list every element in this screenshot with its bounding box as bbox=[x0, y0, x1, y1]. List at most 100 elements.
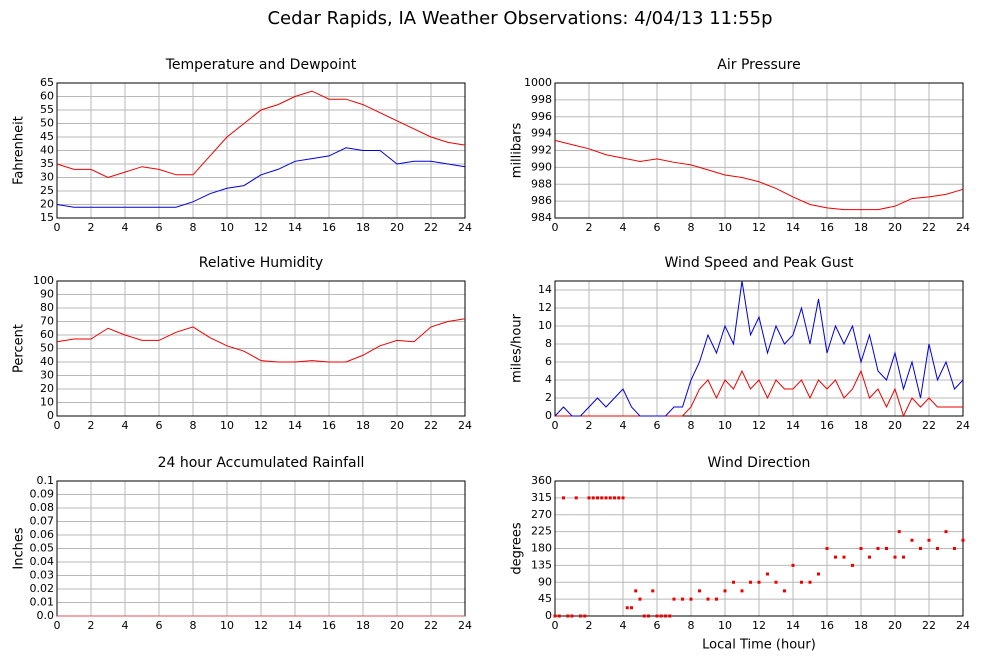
y-tick-label: 100 bbox=[33, 274, 54, 287]
y-tick-label: 0.03 bbox=[30, 569, 55, 582]
y-tick-label: 1000 bbox=[524, 76, 552, 89]
x-tick-label: 18 bbox=[356, 221, 370, 234]
x-tick-label: 18 bbox=[356, 419, 370, 432]
data-point bbox=[808, 580, 812, 584]
y-tick-label: 0.05 bbox=[30, 542, 55, 555]
data-point bbox=[842, 555, 846, 559]
x-tick-label: 0 bbox=[54, 619, 61, 632]
data-point bbox=[953, 547, 956, 550]
y-tick-label: 0.01 bbox=[30, 596, 55, 609]
panel-title: Air Pressure bbox=[717, 57, 800, 73]
data-point bbox=[689, 597, 693, 601]
x-tick-label: 18 bbox=[854, 419, 868, 432]
data-point bbox=[587, 496, 591, 500]
data-point bbox=[600, 496, 604, 500]
y-tick-label: 20 bbox=[40, 382, 54, 395]
x-tick-label: 10 bbox=[220, 221, 234, 234]
x-tick-label: 2 bbox=[88, 419, 95, 432]
x-tick-label: 10 bbox=[718, 419, 732, 432]
y-tick-label: 0 bbox=[47, 409, 54, 422]
x-tick-label: 2 bbox=[88, 221, 95, 234]
x-tick-label: 14 bbox=[288, 221, 302, 234]
data-point bbox=[634, 589, 638, 593]
x-tick-label: 10 bbox=[220, 419, 234, 432]
data-point bbox=[642, 614, 646, 618]
y-tick-label: 994 bbox=[531, 127, 552, 140]
y-tick-label: 45 bbox=[538, 592, 552, 605]
data-line bbox=[554, 280, 964, 417]
data-point bbox=[604, 496, 608, 500]
data-point bbox=[617, 496, 621, 500]
x-tick-label: 0 bbox=[54, 221, 61, 234]
y-axis-label: miles/hour bbox=[510, 313, 525, 382]
data-point bbox=[749, 580, 752, 584]
data-point bbox=[574, 496, 578, 500]
y-tick-label: 90 bbox=[40, 288, 54, 301]
x-tick-label: 18 bbox=[854, 619, 868, 632]
x-tick-label: 20 bbox=[390, 419, 404, 432]
y-tick-label: 270 bbox=[531, 508, 552, 521]
x-tick-label: 4 bbox=[122, 619, 129, 632]
data-point bbox=[608, 496, 612, 500]
y-tick-label: 986 bbox=[531, 194, 552, 207]
plot-frame bbox=[554, 480, 964, 617]
data-point bbox=[868, 555, 871, 559]
data-line bbox=[56, 318, 466, 363]
data-point bbox=[591, 496, 595, 500]
x-tick-label: 4 bbox=[620, 221, 627, 234]
x-tick-label: 6 bbox=[654, 419, 661, 432]
y-tick-label: 10 bbox=[538, 319, 552, 332]
y-tick-label: 8 bbox=[545, 337, 552, 350]
x-tick-label: 12 bbox=[254, 619, 268, 632]
data-point bbox=[566, 614, 570, 618]
plot-frame bbox=[56, 82, 466, 219]
x-tick-label: 22 bbox=[424, 221, 438, 234]
x-tick-label: 20 bbox=[390, 619, 404, 632]
data-point bbox=[766, 572, 769, 576]
y-tick-label: 996 bbox=[531, 110, 552, 123]
data-point bbox=[655, 614, 659, 618]
x-tick-label: 0 bbox=[552, 221, 559, 234]
y-tick-label: 0.0 bbox=[37, 609, 55, 622]
plot-frame bbox=[554, 280, 964, 417]
y-tick-label: 14 bbox=[538, 283, 552, 296]
x-tick-label: 24 bbox=[458, 619, 472, 632]
y-tick-label: 225 bbox=[531, 525, 552, 538]
y-tick-label: 30 bbox=[40, 171, 54, 184]
x-tick-label: 12 bbox=[254, 419, 268, 432]
y-axis-label: Inches bbox=[12, 527, 27, 569]
x-tick-label: 2 bbox=[586, 419, 593, 432]
x-tick-label: 14 bbox=[288, 419, 302, 432]
x-tick-label: 18 bbox=[854, 221, 868, 234]
data-point bbox=[732, 580, 735, 584]
y-tick-label: 0.07 bbox=[30, 515, 55, 528]
data-line bbox=[56, 147, 466, 208]
x-tick-label: 14 bbox=[786, 419, 800, 432]
panel-title: 24 hour Accumulated Rainfall bbox=[158, 455, 365, 471]
x-tick-label: 22 bbox=[424, 619, 438, 632]
y-tick-label: 135 bbox=[531, 558, 552, 571]
x-tick-label: 24 bbox=[956, 619, 970, 632]
y-tick-label: 15 bbox=[40, 211, 54, 224]
x-tick-label: 22 bbox=[922, 221, 936, 234]
x-tick-label: 0 bbox=[552, 619, 559, 632]
y-tick-label: 6 bbox=[545, 355, 552, 368]
y-tick-label: 2 bbox=[545, 391, 552, 404]
y-tick-label: 70 bbox=[40, 315, 54, 328]
y-tick-label: 0.06 bbox=[30, 528, 55, 541]
data-point bbox=[936, 547, 939, 550]
data-point bbox=[583, 614, 587, 618]
y-tick-label: 12 bbox=[538, 301, 552, 314]
y-tick-label: 998 bbox=[531, 93, 552, 106]
y-tick-label: 20 bbox=[40, 198, 54, 211]
x-tick-label: 8 bbox=[190, 221, 197, 234]
data-point bbox=[910, 538, 914, 542]
x-tick-label: 6 bbox=[156, 221, 163, 234]
plot-frame bbox=[56, 280, 466, 417]
y-tick-label: 25 bbox=[40, 184, 54, 197]
x-tick-label: 6 bbox=[654, 619, 661, 632]
x-tick-label: 8 bbox=[190, 619, 197, 632]
y-tick-label: 10 bbox=[40, 396, 54, 409]
y-axis-label: degrees bbox=[510, 522, 525, 575]
